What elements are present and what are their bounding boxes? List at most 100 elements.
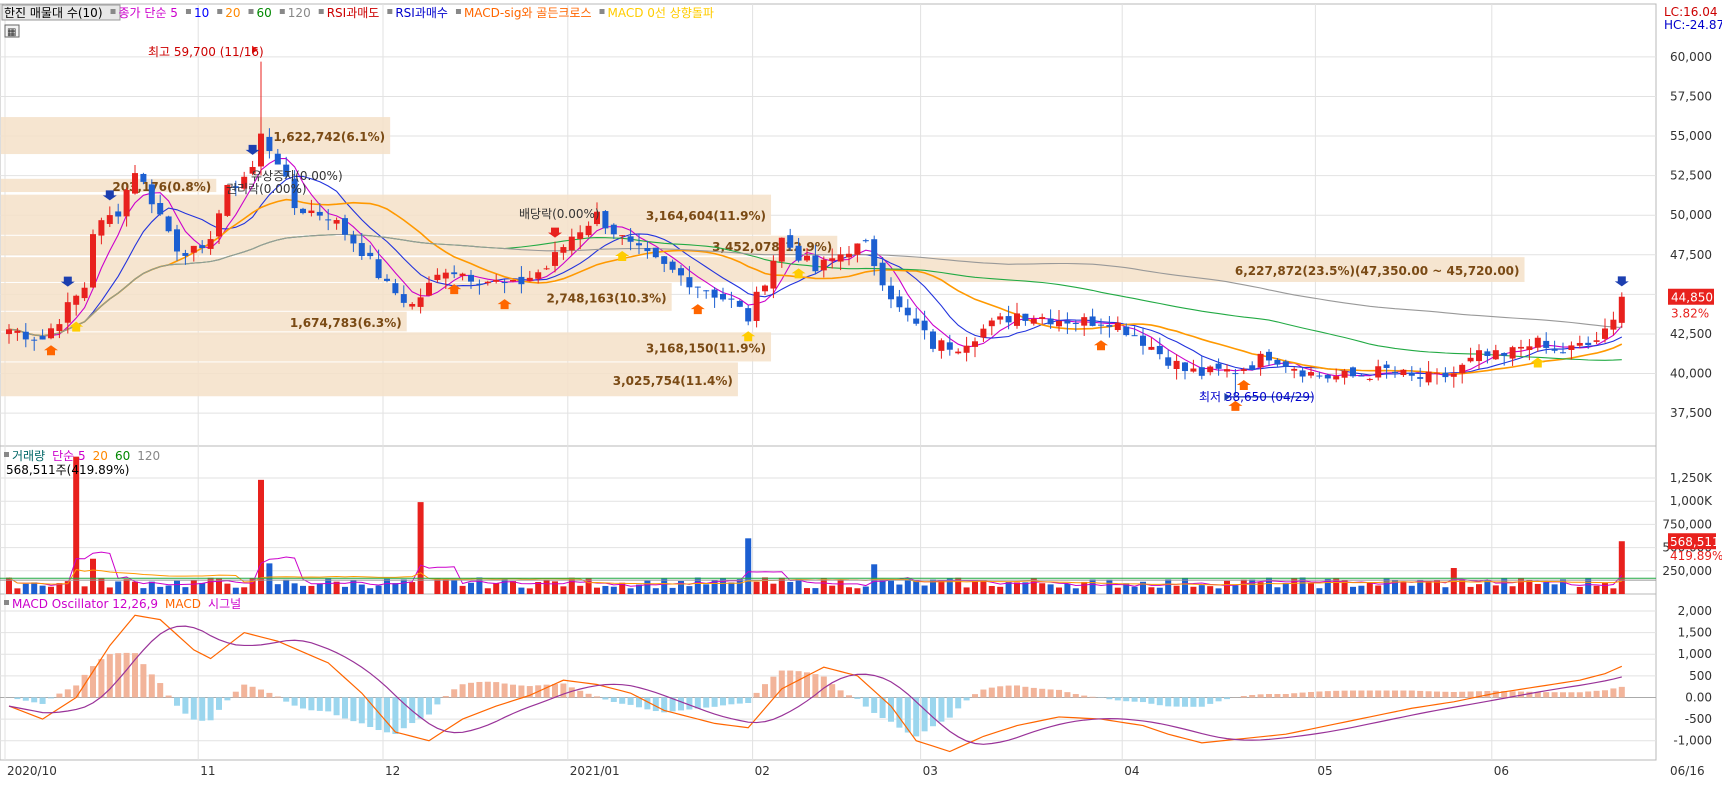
macd-tick-label: -500 [1685, 712, 1712, 726]
macd-tick-label: 2,000 [1678, 604, 1712, 618]
legend-item: MACD 0선 상향돌파 [608, 6, 714, 20]
volume-bar [812, 588, 818, 594]
macd-oscillator-bar [1384, 691, 1390, 698]
candle-body [359, 243, 365, 256]
candle-body [1610, 320, 1616, 330]
volume-bar [1081, 582, 1087, 594]
volume-bar [1426, 581, 1432, 594]
macd-oscillator-bar [737, 697, 743, 703]
macd-oscillator-bar [367, 697, 373, 727]
candle-body [1392, 372, 1398, 373]
candle-body [888, 286, 894, 300]
candle-body [107, 215, 113, 224]
candle-body [644, 248, 650, 251]
legend-item: 종가 단순 5 [119, 6, 178, 20]
macd-tick-label: 1,000 [1678, 647, 1712, 661]
current-price-label: 44,850 [1671, 291, 1713, 305]
volume-bar [703, 584, 709, 594]
macd-oscillator-bar [712, 697, 718, 706]
macd-oscillator-bar [40, 697, 46, 703]
volume-bar [527, 588, 533, 594]
volume-bar [166, 586, 172, 594]
legend-item: 60 [257, 6, 272, 20]
candle-body [1132, 335, 1138, 336]
volume-bar [300, 586, 306, 594]
candle-body [745, 308, 751, 321]
macd-oscillator-bar [275, 696, 281, 697]
volume-info: 568,511주(419.89%) [6, 463, 129, 477]
macd-tick-label: 1,500 [1678, 626, 1712, 640]
volume-bar [23, 584, 29, 594]
macd-oscillator-bar [997, 686, 1003, 697]
macd-oscillator-bar [443, 696, 449, 697]
candle-body [6, 329, 12, 334]
volume-bar [1216, 588, 1222, 594]
candle-body [48, 328, 54, 338]
candle-body [535, 272, 541, 279]
legend-bullet [456, 9, 461, 14]
volume-bar [1115, 588, 1121, 594]
volume-bar [644, 581, 650, 594]
candle-body [1459, 365, 1465, 374]
candle-body [1518, 347, 1524, 349]
volume-bar [997, 587, 1003, 594]
volume-bar [115, 581, 121, 594]
volume-bar [661, 579, 667, 594]
candle-body [56, 324, 62, 331]
date-tick-label: 02 [755, 764, 770, 778]
candle-body [98, 220, 104, 235]
candle-body [1350, 367, 1356, 376]
volume-bar [1090, 579, 1096, 594]
date-tick-label: 2020/10 [7, 764, 57, 778]
macd-oscillator-bar [871, 697, 877, 712]
macd-tick-label: 0.00 [1685, 690, 1712, 704]
macd-tick-label: -1,000 [1673, 734, 1712, 748]
macd-oscillator-bar [182, 697, 188, 713]
volume-bar [1048, 584, 1054, 594]
legend-bullet [4, 452, 9, 457]
macd-oscillator-bar [1283, 694, 1289, 697]
macd-oscillator-bar [1274, 694, 1280, 697]
macd-oscillator-bar [594, 696, 600, 697]
volume-bar [1384, 579, 1390, 594]
volume-bar [1585, 578, 1591, 594]
volume-bar [552, 581, 558, 594]
candle-body [1014, 313, 1020, 325]
volume-bar [401, 579, 407, 594]
volume-bar [653, 588, 659, 594]
macd-oscillator-bar [124, 653, 130, 698]
candle-body [40, 336, 46, 339]
macd-oscillator-bar [82, 675, 88, 698]
volume-bar [896, 585, 902, 594]
legend-item: 120 [288, 6, 311, 20]
candle-body [434, 275, 440, 280]
macd-oscillator-bar [1308, 692, 1314, 697]
volume-bar [1409, 586, 1415, 594]
volume-bar [1157, 588, 1163, 594]
current-price-pct: 3.82% [1671, 307, 1709, 321]
candle-body [779, 238, 785, 262]
volume-bar [1207, 586, 1213, 594]
macd-oscillator-bar [460, 684, 466, 697]
volume-bar [829, 586, 835, 594]
volume-bar [1594, 586, 1600, 594]
macd-oscillator-bar [846, 695, 852, 697]
volume-bar [140, 588, 146, 594]
volume-bar [224, 584, 230, 594]
candle-body [670, 262, 676, 270]
macd-oscillator-bar [1459, 692, 1465, 698]
volume-bar [292, 583, 298, 594]
volume-profile-label: 2,748,163(10.3%) [547, 291, 667, 305]
volume-bar [611, 587, 617, 594]
candle-body [275, 154, 281, 165]
candle-body [703, 290, 709, 291]
volume-bar [980, 580, 986, 594]
macd-oscillator-bar [812, 674, 818, 697]
candle-body [762, 286, 768, 292]
macd-oscillator-bar [754, 693, 760, 698]
candle-body [854, 243, 860, 254]
macd-oscillator-bar [191, 697, 197, 719]
macd-oscillator-bar [1224, 697, 1230, 699]
volume-profile-label: 1,674,783(6.3%) [290, 316, 402, 330]
